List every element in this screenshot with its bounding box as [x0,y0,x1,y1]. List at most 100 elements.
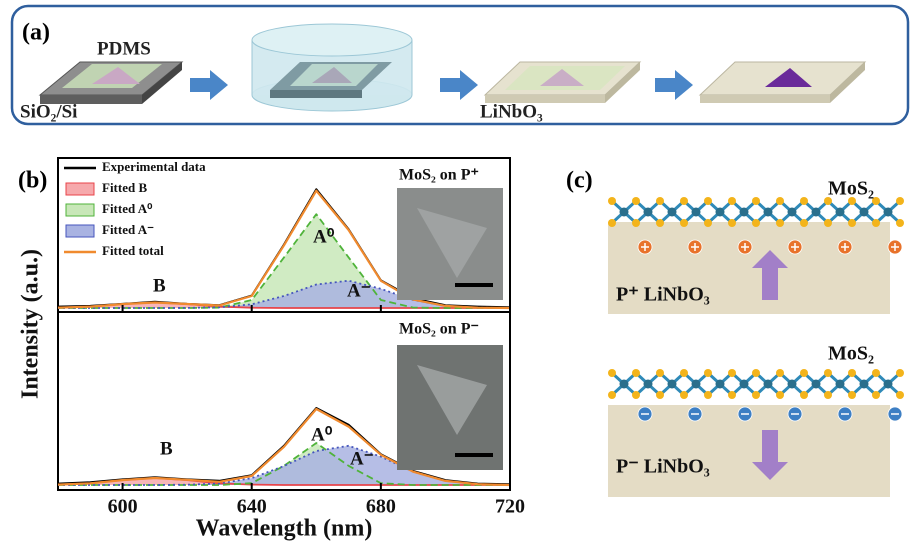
inset-caption: MoS₂ on P⁻ [399,321,479,338]
water-bath [251,23,413,112]
s-atom [656,391,664,399]
s-atom [728,369,736,377]
legend-label: Fitted total [102,243,164,258]
s-atom [680,391,688,399]
mo-atom [835,379,845,389]
s-atom [776,369,784,377]
subplot: B A⁰ A⁻ MoS₂ on P⁺ Experimental data Fitted B… [57,159,511,310]
arrow [655,70,693,100]
x-tick-label: 640 [237,496,267,518]
s-atom [848,369,856,377]
x-axis-label: Wavelength (nm) [196,516,373,541]
s-atom [728,219,736,227]
s-atom [872,369,880,377]
s-atom [704,391,712,399]
substrate-label: SiO₂/Si [20,101,77,122]
panel-label: (c) [566,168,593,194]
s-atom [800,219,808,227]
s-atom [704,197,712,205]
s-atom [776,197,784,205]
mo-atom [643,379,653,389]
mo-atom [691,379,701,389]
arrow [440,70,478,100]
s-atom [848,197,856,205]
s-atom [632,391,640,399]
x-tick-label: 680 [366,496,396,518]
legend-label: Fitted A⁰ [102,201,153,216]
mo-atom [835,207,845,217]
component-area [58,445,510,485]
s-atom [608,219,616,227]
mo-atom [763,379,773,389]
mo-atom [691,207,701,217]
mo-atom [667,379,677,389]
inset-caption: MoS₂ on P⁺ [399,167,479,184]
mo-atom [859,379,869,389]
s-atom [656,197,664,205]
mo-atom [811,379,821,389]
mos2-lattice [608,197,904,422]
s-atom [800,391,808,399]
legend-label: Fitted B [102,180,147,195]
fit-line [57,189,511,310]
s-atom [776,219,784,227]
mo-atom [715,207,725,217]
s-atom [896,219,904,227]
s-atom [848,391,856,399]
component-area [58,280,510,308]
s-atom [896,369,904,377]
peak-label: B [153,275,166,296]
peak-label: B [160,438,173,459]
fit-line [58,279,511,309]
inset-flake [417,208,487,278]
legend-label: Experimental data [102,159,206,174]
fit-line [58,444,511,486]
s-atom [704,369,712,377]
s-atom [608,197,616,205]
peak-label: A⁻ [347,280,371,301]
mo-atom [763,207,773,217]
panel-label: (a) [22,20,50,46]
inset-flake [417,365,487,435]
mo-atom [619,207,629,217]
s-atom [896,197,904,205]
s-atom [824,369,832,377]
spectra-plot: B A⁰ A⁻ MoS₂ on P⁺ Experimental data Fitted B… [18,157,525,541]
panel-label: (b) [18,168,47,194]
fit-line [58,213,510,309]
s-atom [872,391,880,399]
pdms-label: PDMS [97,38,151,59]
fit-line [57,407,511,487]
pdms-on-linbo3 [483,61,642,103]
s-atom [752,197,760,205]
polarization-arrow [752,430,788,480]
s-atom [680,369,688,377]
substrate-label: P⁻ LiNbO₃ [616,456,710,478]
layer-label: MoS₂ [828,343,874,365]
substrate-label: P⁺ LiNbO₃ [616,284,710,306]
legend-label: Fitted A⁻ [102,222,154,237]
y-axis-label: Intensity (a.u.) [18,249,44,399]
mo-atom [739,207,749,217]
s-atom [848,219,856,227]
panel-a-frame [10,4,910,126]
s-atom [656,219,664,227]
s-atom [824,391,832,399]
mos2-on-linbo3 [698,61,867,103]
linbo3-substrate [608,222,890,314]
plot-frame [57,157,511,491]
s-atom [800,197,808,205]
s-atom [680,219,688,227]
s-atom [896,391,904,399]
peak-label: A⁰ [313,226,335,247]
s-atom [728,391,736,399]
polarization-arrow [752,250,788,300]
pdms-on-substrate [38,61,184,104]
s-atom [632,219,640,227]
s-atom [608,391,616,399]
s-atom [728,197,736,205]
legend-swatch [65,203,95,217]
s-atom [752,391,760,399]
arrow [190,70,228,100]
fit-line [58,442,510,486]
